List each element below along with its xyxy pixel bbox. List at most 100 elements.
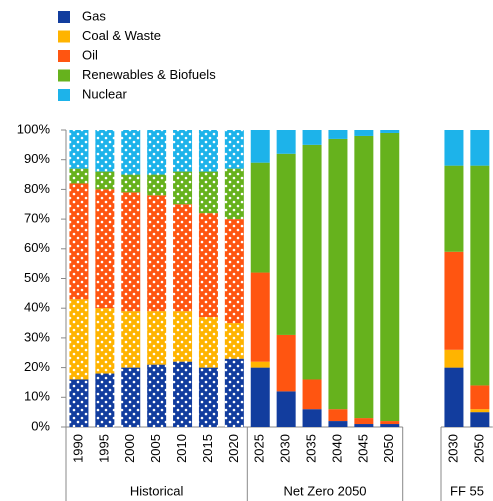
x-tick-label: 2015: [200, 434, 215, 463]
bar-segment: [250, 130, 270, 163]
bar-segment: [380, 132, 400, 422]
bar-segment: [328, 409, 348, 422]
bar-segment: [276, 391, 296, 427]
bar-segment: [470, 385, 490, 410]
bar-segment: [95, 130, 115, 172]
bar-segment: [250, 162, 270, 273]
bar-segment: [69, 168, 89, 184]
bar-segment: [198, 130, 218, 172]
bar-segment: [380, 421, 400, 425]
bar-segment: [224, 358, 244, 427]
group-label: Historical: [130, 483, 184, 498]
bar-segment: [147, 195, 167, 312]
bar-segment: [173, 311, 193, 362]
bar-segment: [147, 174, 167, 196]
bar-segment: [354, 418, 374, 425]
legend-label: Gas: [82, 8, 106, 23]
y-tick-label: 0%: [31, 418, 50, 433]
bar-segment: [198, 317, 218, 368]
bar-segment: [69, 379, 89, 427]
x-tick-label: 2030: [445, 434, 460, 463]
bar-segment: [276, 334, 296, 392]
y-tick-label: 100%: [17, 121, 51, 136]
bar-segment: [444, 130, 464, 166]
bar-segment: [173, 171, 193, 205]
bar-segment: [380, 424, 400, 427]
bar-segment: [95, 171, 115, 190]
y-tick-label: 20%: [24, 359, 50, 374]
bar-segment: [95, 308, 115, 374]
legend-label: Nuclear: [82, 86, 127, 101]
bar-segment: [302, 130, 322, 145]
y-tick-label: 10%: [24, 389, 50, 404]
legend-label: Renewables & Biofuels: [82, 67, 216, 82]
y-tick-label: 50%: [24, 270, 50, 285]
bar-segment: [95, 373, 115, 427]
bar-segment: [444, 251, 464, 350]
bar-segment: [121, 130, 141, 175]
bar-segment: [224, 168, 244, 220]
bar-segment: [250, 361, 270, 368]
bar-segment: [147, 130, 167, 175]
x-tick-label: 2005: [148, 434, 163, 463]
bar-segment: [69, 130, 89, 169]
y-tick-label: 40%: [24, 300, 50, 315]
bar-segment: [302, 409, 322, 427]
bar-segment: [69, 299, 89, 380]
legend-swatch: [58, 69, 70, 82]
bar-segment: [276, 153, 296, 335]
x-tick-label: 2030: [278, 434, 293, 463]
x-tick-label: 2000: [122, 434, 137, 463]
x-tick-label: 2050: [471, 434, 486, 463]
bar-segment: [198, 171, 218, 214]
bar-segment: [173, 204, 193, 312]
bar-segment: [470, 409, 490, 413]
bar-segment: [470, 130, 490, 166]
bar-segment: [250, 272, 270, 362]
legend-swatch: [58, 30, 70, 43]
legend-swatch: [58, 89, 70, 101]
bar-segment: [302, 379, 322, 410]
x-tick-label: 1995: [96, 434, 111, 463]
bar-segment: [224, 323, 244, 359]
x-tick-label: 2045: [355, 434, 370, 463]
x-tick-label: 2050: [381, 434, 396, 463]
bar-segment: [121, 311, 141, 368]
legend-swatch: [58, 50, 70, 62]
bar-segment: [328, 138, 348, 410]
x-tick-label: 2035: [303, 434, 318, 463]
bar-segment: [354, 424, 374, 427]
bar-segment: [444, 165, 464, 252]
x-tick-label: 1990: [70, 434, 85, 463]
bar-segment: [121, 192, 141, 312]
bar-segment: [470, 165, 490, 386]
bar-segment: [173, 361, 193, 427]
bar-segment: [276, 130, 296, 154]
bar-segment: [444, 367, 464, 427]
y-tick-label: 70%: [24, 211, 50, 226]
bar-segment: [354, 135, 374, 419]
bar-segment: [444, 349, 464, 368]
bar-segment: [302, 144, 322, 380]
y-tick-label: 30%: [24, 329, 50, 344]
x-tick-label: 2010: [174, 434, 189, 463]
bar-segment: [470, 412, 490, 427]
legend-swatch: [58, 11, 70, 23]
y-tick-label: 60%: [24, 240, 50, 255]
x-tick-label: 2040: [329, 434, 344, 463]
x-tick-label: 2025: [252, 434, 267, 463]
bar-segment: [121, 367, 141, 427]
bar-segment: [250, 367, 270, 427]
bar-segment: [147, 311, 167, 365]
bar-segment: [95, 189, 115, 309]
legend-label: Coal & Waste: [82, 28, 161, 43]
y-tick-label: 90%: [24, 151, 50, 166]
y-tick-label: 80%: [24, 181, 50, 196]
bar-segment: [147, 364, 167, 427]
bar-segment: [198, 367, 218, 427]
bar-segment: [69, 183, 89, 300]
bar-segment: [198, 213, 218, 318]
bar-segment: [173, 130, 193, 172]
